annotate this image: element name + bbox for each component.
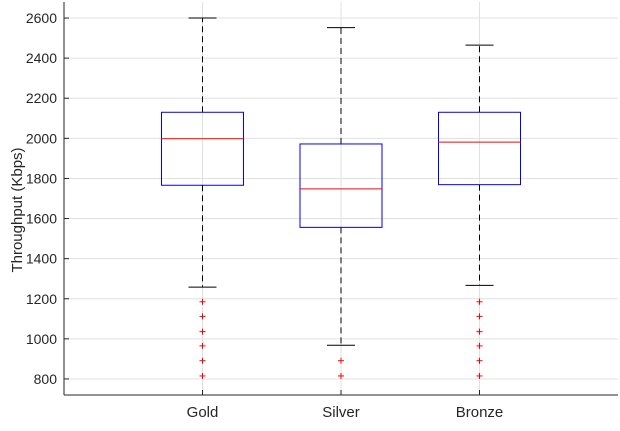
y-tick-label: 1400 [26,251,57,267]
outlier-marker [476,372,483,379]
y-tick-label: 2400 [26,50,57,66]
y-axis-label: Throughput (Kbps) [9,147,26,272]
y-tick-label: 1000 [26,331,57,347]
x-tick-label: Gold [187,404,219,421]
outlier-marker [338,357,344,364]
outlier-marker [199,342,206,349]
y-tick-label: 1600 [26,211,57,227]
y-tick-label: 2000 [26,130,57,146]
outlier-marker [199,372,206,379]
x-tick-label: Silver [322,404,360,421]
outlier-marker [199,313,206,320]
outlier-marker [199,328,206,335]
outlier-marker [476,357,483,364]
outlier-marker [338,372,344,379]
y-tick-label: 1800 [26,170,57,186]
outlier-marker [476,298,483,305]
iqr-box [438,111,521,186]
box-layer [161,17,521,379]
x-tick-label: Bronze [456,404,504,421]
iqr-box [299,143,383,228]
y-tick-label: 800 [34,371,58,387]
y-tick-label: 2600 [26,10,57,26]
outlier-marker [476,313,483,320]
outlier-marker [199,298,206,305]
axis-layer: 800 1000 1200 1400 1600 1800 2000 2200 2400 2600 G… [26,2,618,421]
outlier-marker [199,357,206,364]
y-tick-label: 2200 [26,90,57,106]
iqr-box [161,111,244,186]
outlier-marker [476,328,483,335]
y-tick-label: 1200 [26,291,57,307]
outlier-marker [476,342,483,349]
